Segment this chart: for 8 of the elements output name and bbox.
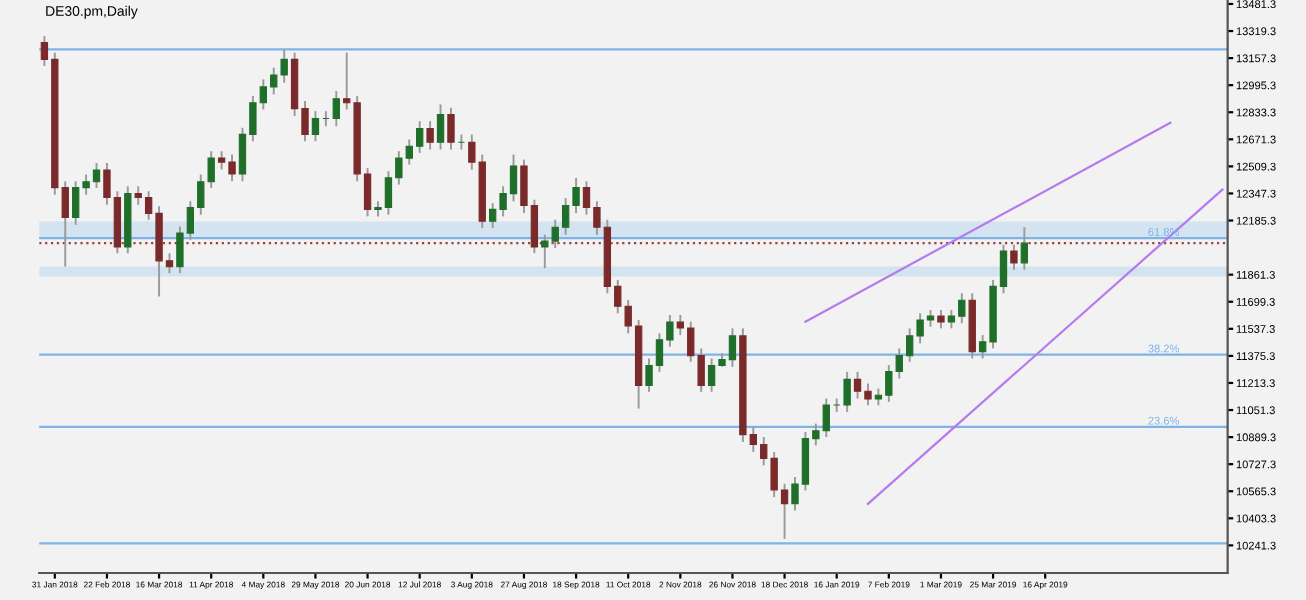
candlestick [447, 106, 455, 151]
candlestick [1010, 243, 1018, 271]
candlestick [436, 103, 445, 151]
candlestick [1020, 226, 1029, 271]
candlestick [332, 90, 340, 128]
candlestick [937, 309, 945, 330]
candlestick [311, 110, 320, 143]
candlestick [426, 120, 434, 151]
